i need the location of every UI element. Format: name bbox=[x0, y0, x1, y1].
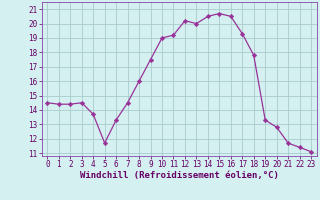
X-axis label: Windchill (Refroidissement éolien,°C): Windchill (Refroidissement éolien,°C) bbox=[80, 171, 279, 180]
